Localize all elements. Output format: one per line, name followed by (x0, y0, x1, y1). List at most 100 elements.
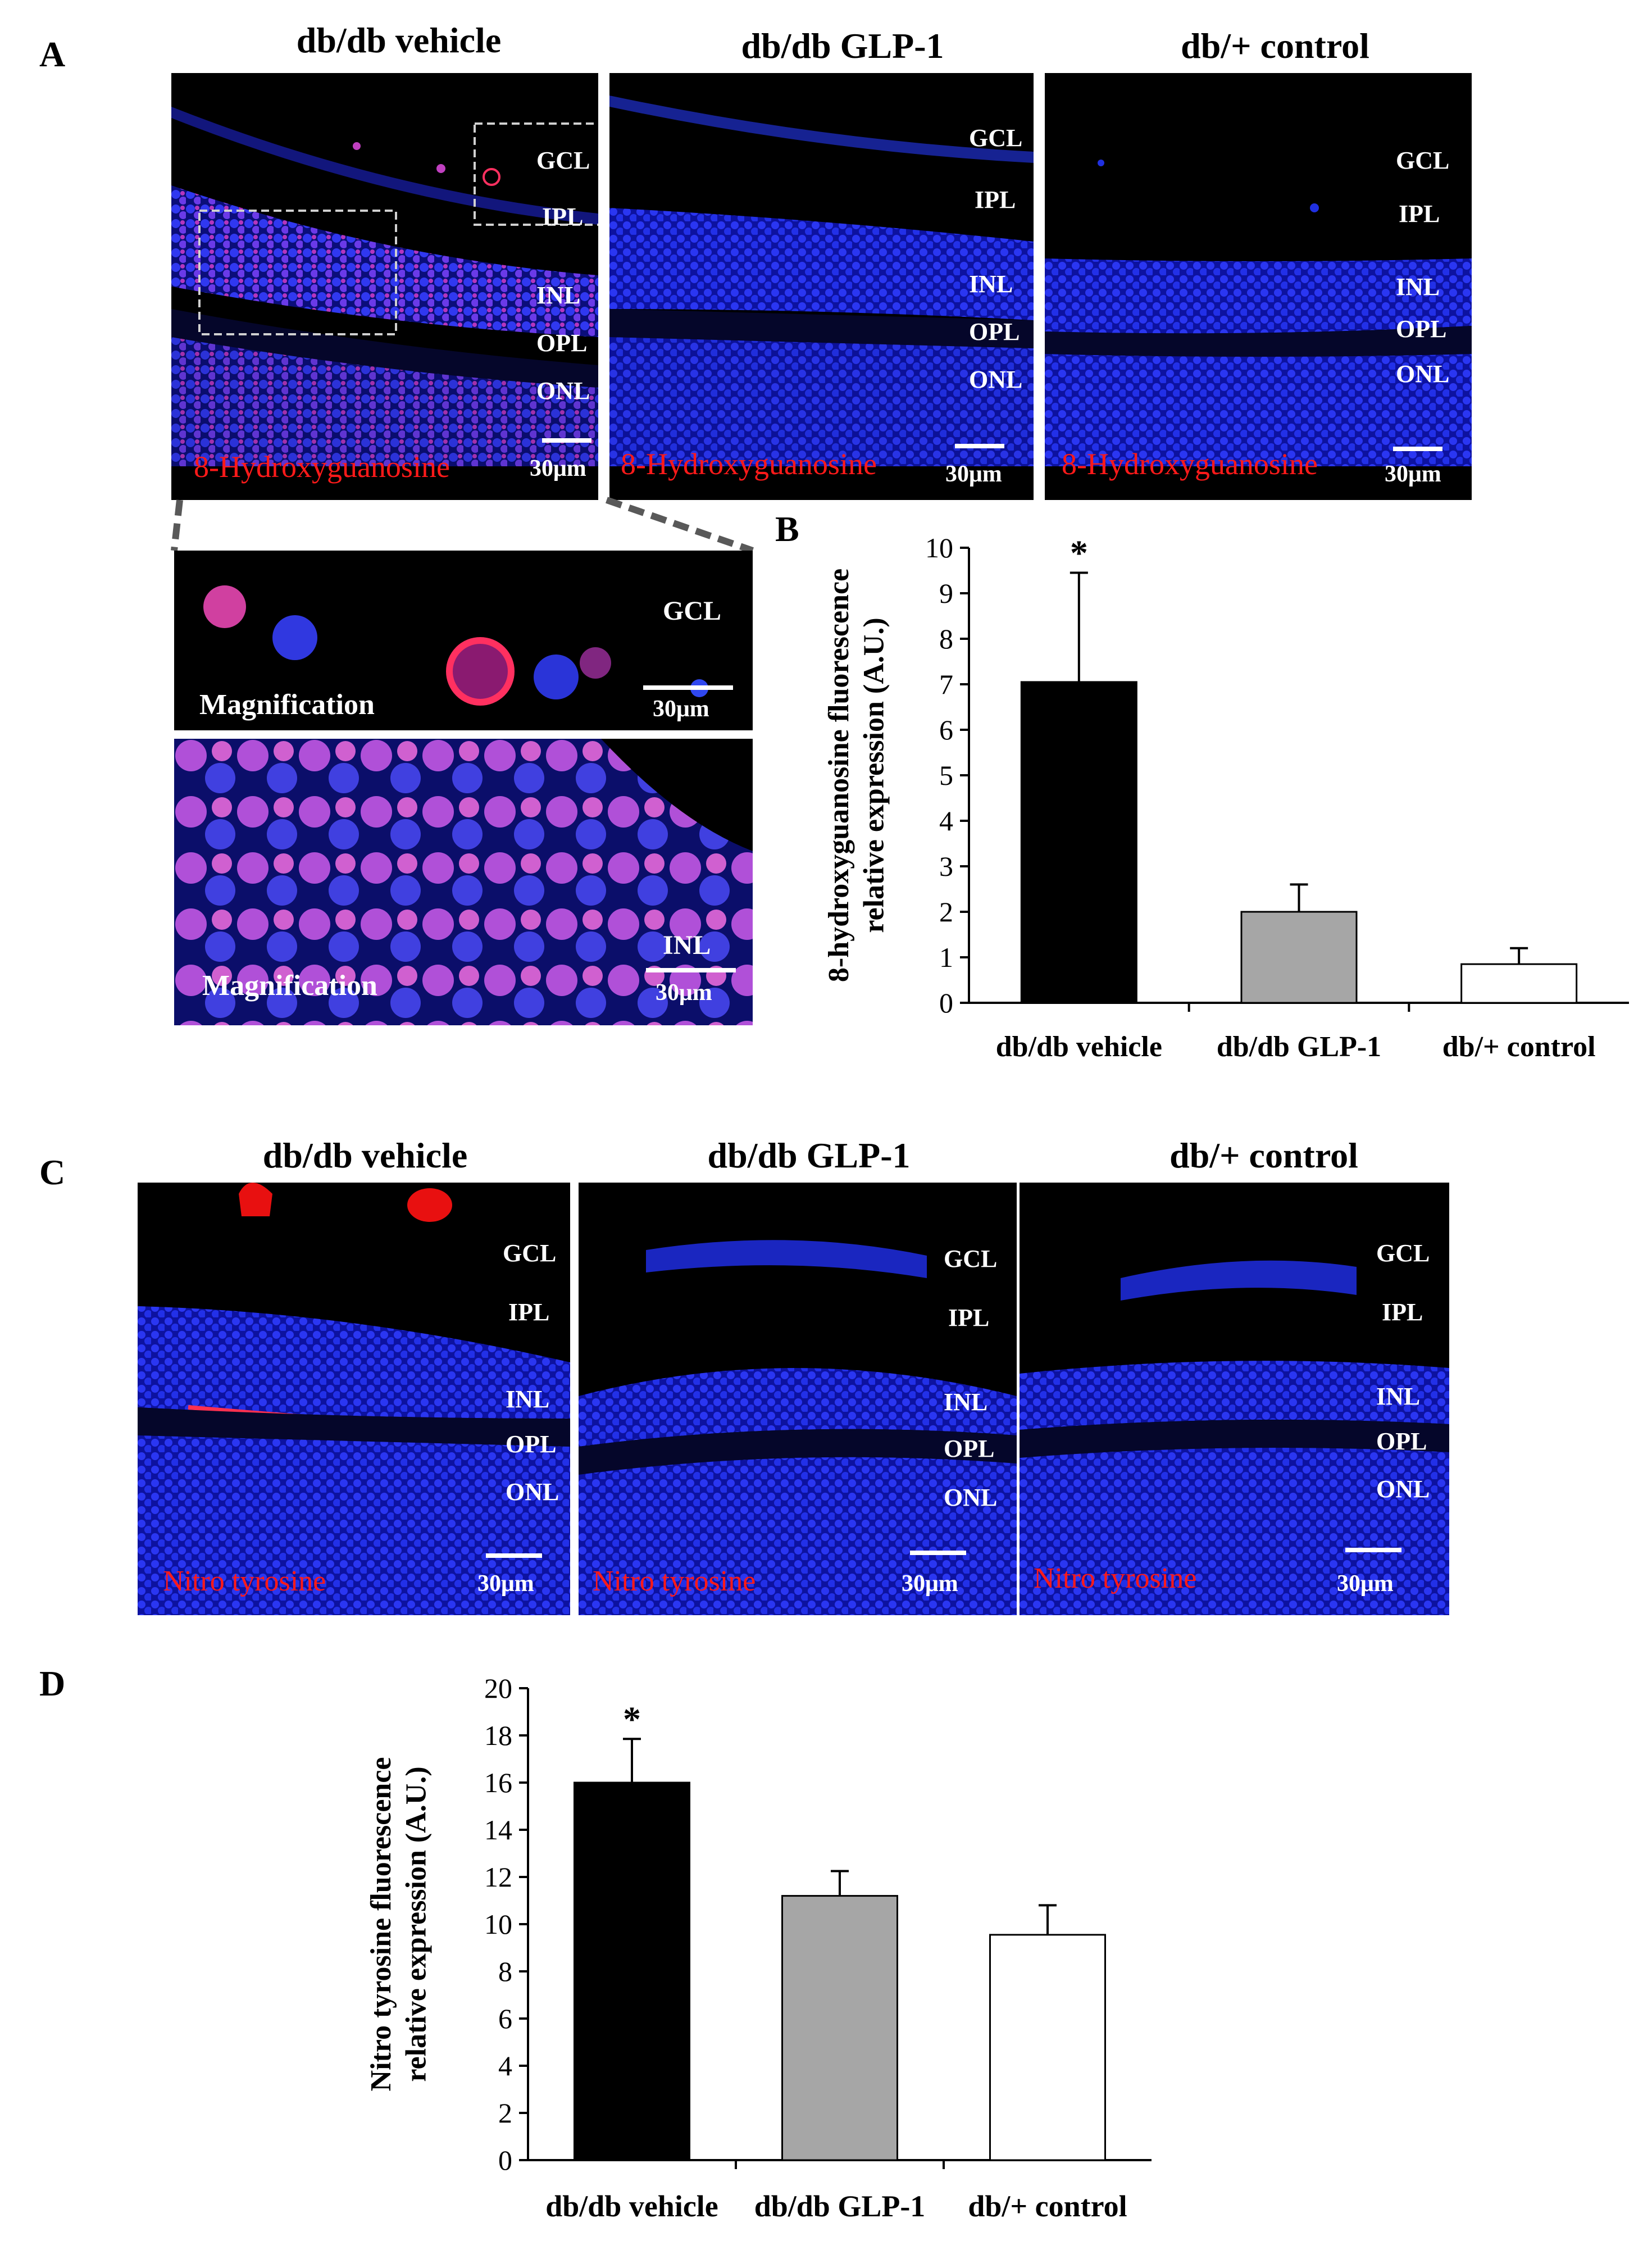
y-tick-label: 7 (939, 669, 953, 700)
significance-marker: * (623, 1699, 641, 1739)
layer-label-onl: ONL (944, 1484, 998, 1511)
magnified-image-inl (174, 739, 753, 1025)
y-tick-label: 10 (484, 1908, 512, 1940)
layer-label-ipl: IPL (1382, 1298, 1423, 1326)
bar (574, 1781, 690, 2161)
y-tick-label: 4 (939, 805, 953, 837)
layer-label-opl: OPL (969, 318, 1020, 346)
layer-label-gcl: GCL (536, 147, 590, 174)
layer-label-opl: OPL (1376, 1428, 1427, 1455)
y-tick-label: 10 (925, 532, 953, 563)
layer-label-inl: INL (506, 1385, 550, 1413)
layer-label-gcl: GCL (503, 1239, 557, 1267)
retina-image-c-vehicle (138, 1183, 570, 1615)
y-tick-label: 0 (939, 987, 953, 1019)
y-tick-label: 9 (939, 578, 953, 609)
layer-label-inl: INL (1396, 273, 1440, 301)
micrograph-c-control: GCL IPL INL OPL ONL Nitro tyrosine 30μm (1020, 1183, 1449, 1615)
y-tick-label: 18 (484, 1720, 512, 1751)
panel-label-c: C (39, 1152, 66, 1192)
layer-label-onl: ONL (1376, 1475, 1430, 1503)
retina-image-a-control (1045, 73, 1472, 500)
layer-label-gcl: GCL (1396, 147, 1450, 174)
scale-label: 30μm (653, 696, 709, 722)
y-tick-label: 20 (484, 1672, 512, 1704)
layer-label-inl: INL (944, 1388, 988, 1416)
column-title-glp1-a: db/db GLP-1 (741, 26, 944, 66)
stain-label: 8-Hydroxyguanosine (1062, 447, 1318, 481)
y-tick-label: 2 (939, 896, 953, 928)
y-tick-label: 0 (498, 2144, 512, 2176)
magnification-label: Magnification (202, 970, 377, 1002)
x-category-label: db/+ control (968, 2189, 1127, 2223)
panel-label-a: A (39, 34, 66, 74)
layer-label-ipl: IPL (975, 186, 1016, 213)
y-tick-label: 8 (939, 623, 953, 654)
micrograph-c-vehicle: GCL IPL INL OPL ONL Nitro tyrosine 30μm (138, 1183, 570, 1615)
scale-bar (955, 444, 1004, 448)
x-category-label: db/db GLP-1 (1217, 1031, 1381, 1063)
layer-label-inl: INL (663, 930, 711, 960)
stain-label: Nitro tyrosine (593, 1565, 756, 1597)
scale-bar (486, 1553, 542, 1558)
magnification-gcl: GCL Magnification 30μm (174, 551, 753, 730)
layer-label-ipl: IPL (1399, 200, 1440, 228)
scale-label: 30μm (1337, 1571, 1394, 1597)
bar (1020, 681, 1137, 1004)
micrograph-c-glp1: GCL IPL INL OPL ONL Nitro tyrosine 30μm (579, 1183, 1017, 1615)
y-axis-label: 8-hydroxyguanosine fluorescence relative … (823, 569, 890, 982)
x-category-label: db/db vehicle (996, 1031, 1162, 1063)
y-tick-label: 4 (498, 2050, 512, 2081)
column-title-vehicle-a: db/db vehicle (296, 20, 502, 60)
layer-label-ipl: IPL (508, 1298, 550, 1326)
scale-label: 30μm (656, 980, 712, 1006)
y-tick-label: 1 (939, 942, 953, 973)
stain-label: Nitro tyrosine (1034, 1562, 1197, 1594)
layer-label-onl: ONL (506, 1478, 559, 1506)
column-title-control-c: db/+ control (1169, 1135, 1358, 1175)
retina-image-c-control (1020, 1183, 1449, 1615)
layer-label-onl: ONL (1396, 360, 1450, 388)
layer-label-gcl: GCL (1376, 1239, 1430, 1267)
layer-label-onl: ONL (969, 366, 1023, 393)
layer-label-gcl: GCL (663, 596, 722, 626)
y-tick-label: 16 (484, 1767, 512, 1798)
y-tick-label: 3 (939, 851, 953, 882)
y-tick-label: 8 (498, 1956, 512, 1987)
scale-bar (910, 1551, 966, 1555)
column-title-glp1-c: db/db GLP-1 (707, 1135, 911, 1175)
y-axis-label-line2: relative expression (A.U.) (400, 1766, 432, 2081)
column-title-vehicle-c: db/db vehicle (262, 1135, 468, 1175)
micrograph-a-control: GCL IPL INL OPL ONL 8-Hydroxyguanosine 3… (1045, 73, 1472, 500)
scale-label: 30μm (530, 456, 586, 481)
layer-label-inl: INL (536, 281, 581, 309)
stain-label: 8-Hydroxyguanosine (194, 450, 450, 484)
scale-bar (646, 968, 736, 972)
magnification-inl: INL Magnification 30μm (174, 739, 753, 1025)
y-axis-label-line1: 8-hydroxyguanosine fluorescence (823, 569, 855, 982)
panel-label-b: B (775, 509, 799, 549)
bar (989, 1934, 1106, 2161)
y-axis-label-line2: relative expression (A.U.) (858, 617, 890, 933)
y-axis-label-line1: Nitro tyrosine fluorescence (365, 1757, 397, 2092)
magnified-image-gcl (174, 551, 753, 730)
x-category-label: db/db GLP-1 (754, 2189, 926, 2223)
layer-label-gcl: GCL (969, 124, 1023, 152)
bar (1240, 911, 1358, 1004)
chart-d: 0 2 4 6 8 10 12 14 16 18 20 * db/db vehicle db/db GLP… (365, 1672, 1152, 2223)
retina-image-a-vehicle (171, 73, 598, 500)
scale-bar (542, 438, 591, 443)
x-category-label: db/db vehicle (545, 2189, 718, 2223)
layer-label-opl: OPL (944, 1435, 995, 1462)
micrograph-a-glp1: GCL IPL INL OPL ONL 8-Hydroxyguanosine 3… (609, 73, 1034, 500)
retina-image-c-glp1 (579, 1183, 1017, 1615)
layer-label-ipl: IPL (542, 203, 584, 230)
scale-label: 30μm (477, 1571, 534, 1597)
y-axis-label: Nitro tyrosine fluorescence relative expr… (365, 1757, 432, 2092)
scale-label: 30μm (945, 461, 1002, 487)
scale-bar (1393, 447, 1442, 451)
column-title-control-a: db/+ control (1181, 26, 1369, 66)
magnification-label: Magnification (199, 689, 375, 721)
layer-label-inl: INL (969, 270, 1013, 298)
significance-marker: * (1070, 533, 1088, 573)
